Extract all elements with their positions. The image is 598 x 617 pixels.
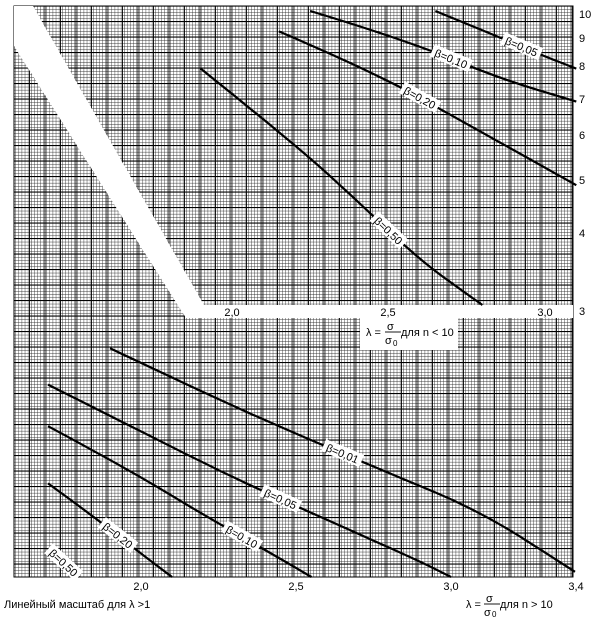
plot-frame — [13, 5, 574, 578]
y-tick-label: 6 — [579, 130, 585, 142]
separator-band — [14, 6, 573, 318]
svg-text:σ: σ — [387, 321, 394, 333]
y-tick-label: 5 — [579, 175, 585, 187]
upper-x-tick-label: 3,0 — [537, 307, 552, 319]
linear-scale-caption: Линейный масштаб для λ >1 — [4, 599, 150, 611]
svg-text:для n < 10: для n < 10 — [401, 327, 454, 339]
lower-x-axis-caption: λ = σ σ 0 для n > 10 — [466, 593, 553, 617]
lower-x-tick-label: 2,0 — [133, 581, 148, 593]
y-tick-label: 9 — [579, 33, 585, 45]
lower-x-tick-label: 3,4 — [568, 581, 583, 593]
y-tick-label: 7 — [579, 94, 585, 106]
svg-text:0: 0 — [393, 339, 398, 348]
svg-text:λ =: λ = — [466, 599, 481, 611]
svg-text:для n > 10: для n > 10 — [500, 599, 553, 611]
graph-paper — [14, 6, 573, 577]
lower-x-tick-label: 3,0 — [443, 581, 458, 593]
y-tick-label: 3 — [579, 306, 585, 318]
upper-x-axis-caption: λ = σ σ 0 для n < 10 — [366, 321, 454, 348]
y-tick-label: 10 — [579, 9, 591, 21]
lower-caption-box — [360, 318, 458, 350]
svg-text:σ: σ — [486, 593, 493, 605]
upper-x-tick-label: 2,5 — [380, 307, 395, 319]
lower-x-tick-label: 2,5 — [288, 581, 303, 593]
lower-beta-curve — [47, 425, 313, 578]
svg-text:λ =: λ = — [366, 327, 381, 339]
svg-text:0: 0 — [492, 610, 497, 617]
upper-x-tick-label: 2,0 — [224, 307, 239, 319]
svg-text:σ: σ — [385, 335, 392, 347]
upper-beta-curve — [200, 67, 484, 306]
svg-text:σ: σ — [484, 607, 491, 617]
y-tick-label: 4 — [579, 228, 585, 240]
y-tick-label: 8 — [579, 61, 585, 73]
